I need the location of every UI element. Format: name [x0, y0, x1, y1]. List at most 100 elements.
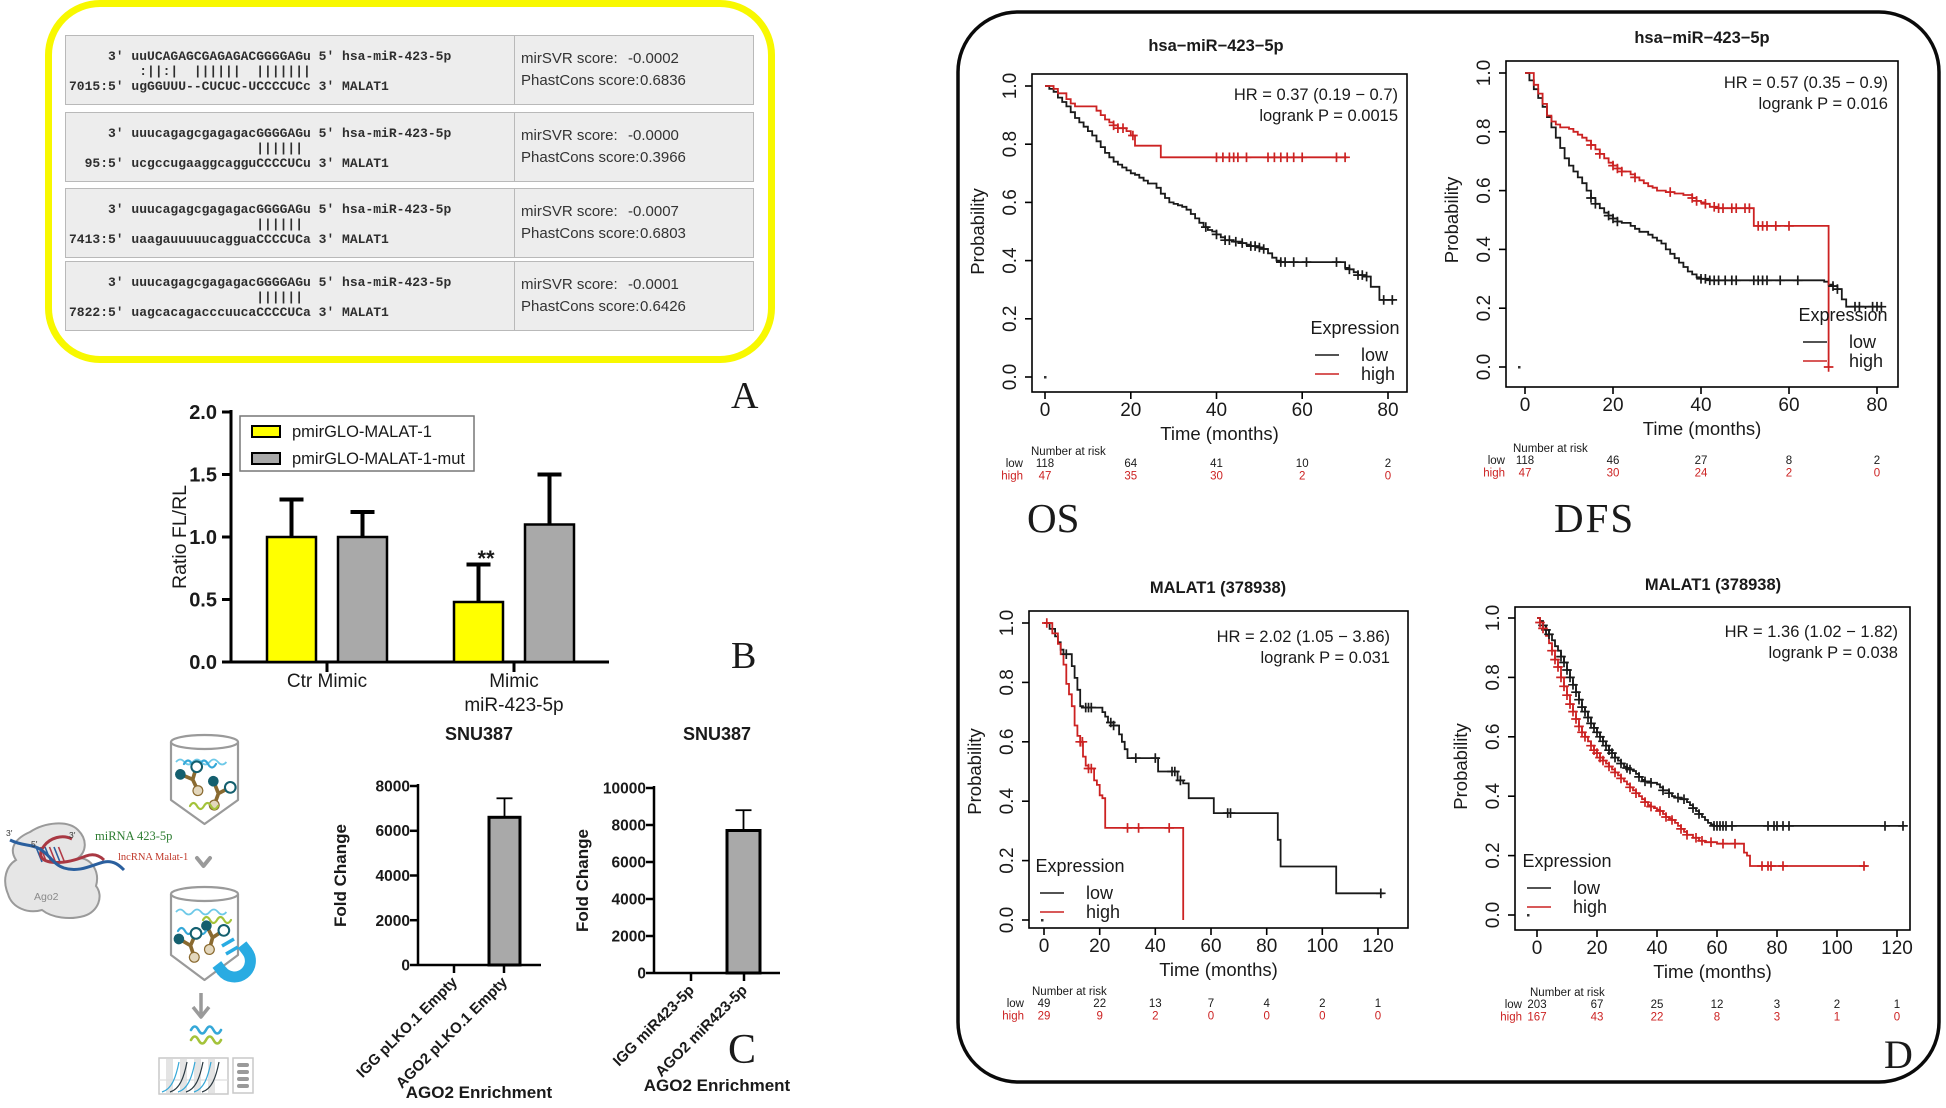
svg-text:high: high — [1002, 1011, 1024, 1023]
svg-text:0.6: 0.6 — [1000, 189, 1021, 215]
svg-text:Ctr Mimic: Ctr Mimic — [287, 671, 367, 692]
svg-text:20: 20 — [1089, 936, 1110, 957]
svg-text:low: low — [1007, 998, 1025, 1010]
svg-text:1: 1 — [1834, 1012, 1840, 1024]
svg-text:hsa−miR−423−5p: hsa−miR−423−5p — [1634, 29, 1769, 47]
svg-text:C: C — [728, 1027, 756, 1073]
svg-text:1.0: 1.0 — [189, 527, 217, 549]
svg-text:SNU387: SNU387 — [445, 724, 513, 744]
svg-text:0.4: 0.4 — [1000, 247, 1021, 274]
svg-text:lncRNA Malat-1: lncRNA Malat-1 — [118, 852, 188, 863]
svg-text:5′: 5′ — [31, 839, 38, 849]
svg-text:80: 80 — [1256, 936, 1277, 957]
svg-text:0.0: 0.0 — [1474, 354, 1495, 380]
svg-text:AGO2 Enrichment: AGO2 Enrichment — [406, 1083, 553, 1102]
svg-text:0.6: 0.6 — [1483, 724, 1504, 750]
svg-text:35: 35 — [1124, 471, 1137, 483]
svg-text:logrank P = 0.031: logrank P = 0.031 — [1260, 649, 1390, 667]
svg-text:**: ** — [477, 546, 495, 571]
svg-text:2: 2 — [1834, 999, 1840, 1011]
svg-text:3: 3 — [1774, 999, 1780, 1011]
svg-text:HR = 0.57 (0.35 − 0.9): HR = 0.57 (0.35 − 0.9) — [1724, 74, 1888, 92]
svg-text:A: A — [731, 375, 759, 417]
svg-text:Fold Change: Fold Change — [331, 824, 350, 927]
svg-text:high: high — [1361, 364, 1395, 384]
svg-text:100: 100 — [1306, 936, 1338, 957]
svg-text:1: 1 — [1375, 998, 1381, 1010]
svg-text:24: 24 — [1695, 468, 1708, 480]
svg-text:0.0: 0.0 — [997, 907, 1018, 933]
svg-text:0.2: 0.2 — [997, 847, 1018, 873]
svg-text:0: 0 — [1385, 471, 1391, 483]
svg-text:Ratio FL/RL: Ratio FL/RL — [169, 485, 191, 589]
svg-text:HR = 0.37 (0.19 − 0.7): HR = 0.37 (0.19 − 0.7) — [1234, 86, 1398, 104]
svg-text:22: 22 — [1093, 998, 1106, 1010]
svg-text:low: low — [1573, 878, 1601, 898]
svg-text:20: 20 — [1602, 395, 1623, 416]
svg-text:30: 30 — [1210, 471, 1223, 483]
svg-text:2.0: 2.0 — [189, 402, 217, 424]
svg-text:13: 13 — [1149, 998, 1162, 1010]
svg-text:D: D — [1884, 1032, 1913, 1077]
svg-text:2: 2 — [1385, 458, 1391, 470]
svg-text:22: 22 — [1651, 1012, 1664, 1024]
svg-text:0.8: 0.8 — [997, 669, 1018, 695]
svg-text:2000: 2000 — [376, 913, 410, 930]
svg-text:logrank P = 0.016: logrank P = 0.016 — [1758, 95, 1888, 113]
svg-text:4000: 4000 — [376, 868, 410, 885]
svg-text:AGO2 Enrichment: AGO2 Enrichment — [644, 1076, 791, 1095]
svg-text:40: 40 — [1145, 936, 1166, 957]
svg-text:80: 80 — [1377, 400, 1398, 421]
svg-text:miR-423-5p: miR-423-5p — [464, 695, 563, 716]
svg-text:6000: 6000 — [376, 823, 410, 840]
svg-text:1.0: 1.0 — [1000, 73, 1021, 99]
svg-text:30: 30 — [1607, 468, 1620, 480]
svg-text:0.2: 0.2 — [1000, 306, 1021, 332]
svg-text:pmirGLO-MALAT-1: pmirGLO-MALAT-1 — [292, 423, 432, 441]
svg-text:40: 40 — [1690, 395, 1711, 416]
svg-text:10: 10 — [1296, 458, 1309, 470]
svg-text:40: 40 — [1646, 938, 1667, 959]
svg-text:logrank P = 0.038: logrank P = 0.038 — [1768, 644, 1898, 662]
svg-text:0.4: 0.4 — [1483, 783, 1504, 810]
svg-text:3′: 3′ — [69, 830, 76, 840]
svg-text:10000: 10000 — [603, 781, 646, 798]
svg-text:2: 2 — [1786, 468, 1792, 480]
svg-text:64: 64 — [1124, 458, 1137, 470]
svg-text:8: 8 — [1786, 455, 1792, 467]
svg-text:80: 80 — [1866, 395, 1887, 416]
svg-text:3′: 3′ — [6, 828, 13, 838]
svg-text:6000: 6000 — [612, 855, 646, 872]
svg-text:Probability: Probability — [1450, 723, 1471, 810]
svg-text:low: low — [1505, 999, 1523, 1011]
svg-text:0.8: 0.8 — [1000, 131, 1021, 157]
svg-text:1.0: 1.0 — [1483, 605, 1504, 631]
svg-text:2: 2 — [1874, 455, 1880, 467]
svg-text:pmirGLO-MALAT-1-mut: pmirGLO-MALAT-1-mut — [292, 450, 465, 468]
svg-text:0.0: 0.0 — [189, 652, 217, 674]
svg-text:80: 80 — [1766, 938, 1787, 959]
svg-text:Time (months): Time (months) — [1159, 959, 1278, 980]
svg-text:B: B — [731, 635, 756, 677]
svg-text:100: 100 — [1821, 938, 1853, 959]
svg-text:0: 0 — [1319, 1011, 1325, 1023]
svg-text:Expression: Expression — [1522, 851, 1611, 871]
svg-text:2: 2 — [1152, 1011, 1158, 1023]
svg-text:Time (months): Time (months) — [1643, 418, 1762, 439]
svg-text:0.0: 0.0 — [1000, 364, 1021, 390]
svg-text:46: 46 — [1607, 455, 1620, 467]
svg-text:0.4: 0.4 — [1474, 236, 1495, 263]
svg-text:41: 41 — [1210, 458, 1223, 470]
svg-text:high: high — [1001, 471, 1023, 483]
svg-text:0.2: 0.2 — [1474, 295, 1495, 321]
svg-text:3: 3 — [1774, 1012, 1780, 1024]
svg-text:2: 2 — [1299, 471, 1305, 483]
svg-text:logrank P = 0.0015: logrank P = 0.0015 — [1259, 107, 1398, 125]
svg-text:118: 118 — [1516, 455, 1534, 467]
svg-text:high: high — [1849, 351, 1883, 371]
svg-text:0.2: 0.2 — [1483, 842, 1504, 868]
svg-text:0: 0 — [1532, 938, 1543, 959]
svg-text:29: 29 — [1038, 1011, 1051, 1023]
svg-text:8000: 8000 — [376, 779, 410, 796]
svg-text:high: high — [1483, 468, 1505, 480]
